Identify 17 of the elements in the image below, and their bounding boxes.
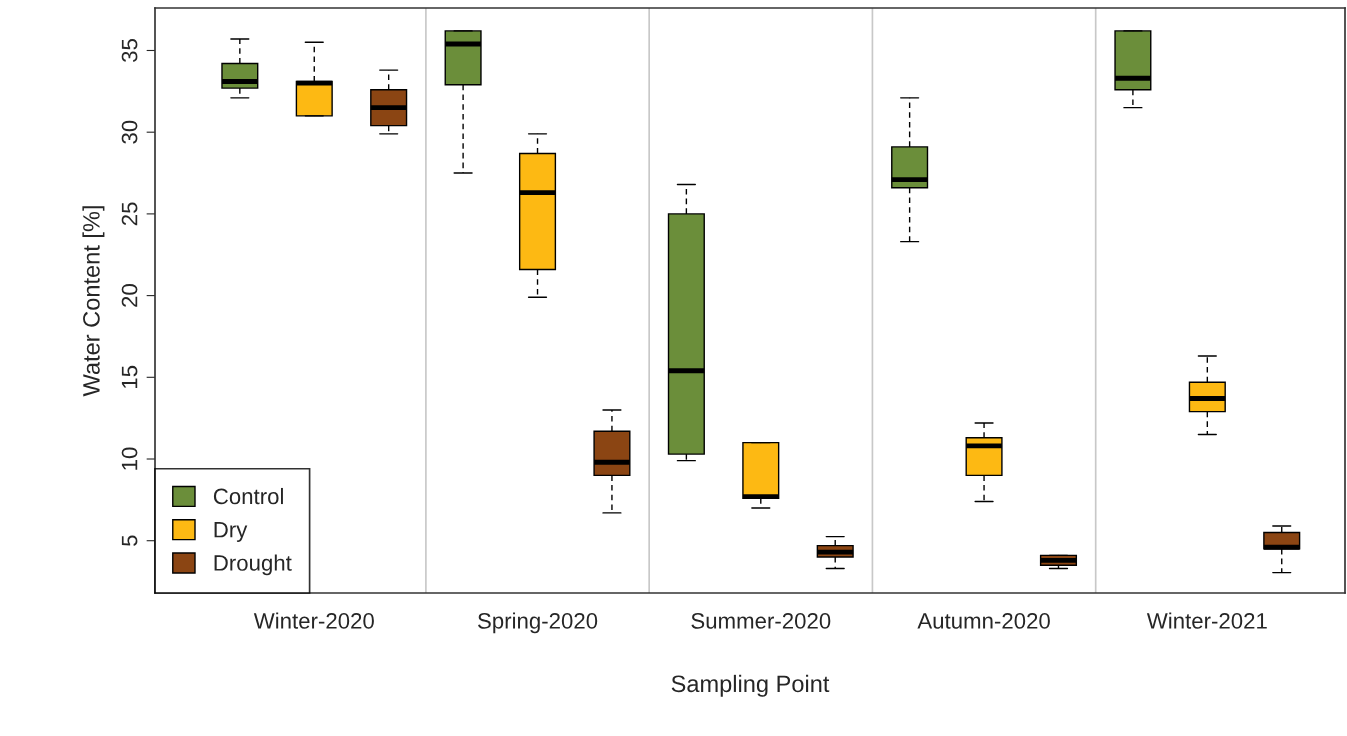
y-tick-label: 30 <box>121 120 138 144</box>
x-tick-label: Autumn-2020 <box>917 613 1050 629</box>
y-tick-label: 15 <box>121 365 138 388</box>
y-axis-title: Water Content [%] <box>82 206 105 397</box>
x-tick-label: Winter-2021 <box>1146 612 1267 629</box>
y-tick-label: 20 <box>121 284 138 307</box>
y-tick-label: 35 <box>121 39 138 62</box>
legend-label: Control <box>213 487 283 505</box>
y-tick-label: 5 <box>121 535 138 546</box>
x-axis-title: Sampling Point <box>671 674 830 697</box>
x-tick-label: Spring-2020 <box>478 612 598 634</box>
x-tick-label: Winter-2020 <box>253 612 374 629</box>
legend-label: Dry <box>214 522 248 542</box>
y-tick-label: 10 <box>121 447 138 470</box>
legend-label: Drought <box>214 554 292 576</box>
x-tick-label: Summer-2020 <box>691 613 831 629</box>
y-tick-label: 25 <box>121 202 138 226</box>
